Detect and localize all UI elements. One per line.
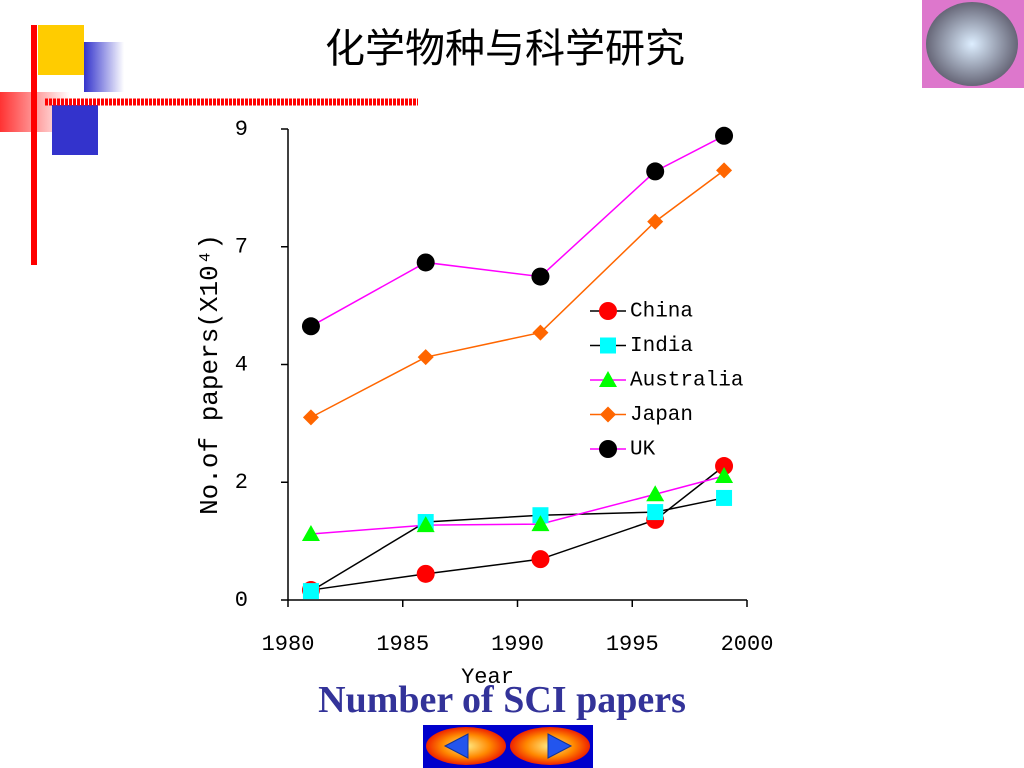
x-tick-label: 2000 (721, 632, 774, 657)
next-button[interactable] (510, 727, 590, 765)
x-tick-label: 1990 (491, 632, 544, 657)
point (301, 525, 320, 542)
legend-marker (600, 406, 616, 423)
point (416, 253, 435, 272)
point (302, 583, 319, 600)
series-line (310, 135, 725, 327)
legend-marker (599, 440, 617, 458)
legend-label: UK (630, 439, 656, 462)
nav (423, 725, 593, 768)
point (531, 550, 550, 569)
point (646, 162, 665, 181)
point (716, 489, 733, 506)
prev-button[interactable] (426, 727, 506, 765)
x-tick-label: 1995 (606, 632, 659, 657)
x-tick-label: 1980 (262, 632, 315, 657)
point (715, 457, 734, 476)
point (647, 213, 664, 230)
legend-marker (600, 337, 616, 354)
point (531, 515, 550, 532)
caption: Number of SCI papers (318, 679, 686, 721)
x-tick-label: 1985 (376, 632, 429, 657)
point (301, 317, 320, 336)
legend-label: India (630, 335, 693, 358)
legend-label: China (630, 301, 693, 324)
point (715, 466, 734, 483)
point (416, 516, 435, 533)
point (531, 267, 550, 286)
point (416, 564, 435, 583)
legend-label: Australia (630, 370, 743, 393)
decoration (0, 0, 1024, 265)
x-axis-label: Year (461, 665, 514, 690)
point (715, 126, 734, 145)
point (417, 349, 434, 366)
y-tick-label: 4 (235, 352, 248, 377)
point (646, 485, 665, 502)
point (716, 162, 733, 179)
legend-marker (599, 302, 617, 320)
y-tick-label: 2 (235, 470, 248, 495)
point (532, 324, 549, 341)
slide-title: 化学物种与科学研究 (325, 26, 685, 72)
series-line (310, 465, 725, 591)
y-tick-label: 0 (235, 588, 248, 613)
point (647, 504, 664, 521)
y-axis-label: No.of papers(X10⁴) (195, 234, 225, 515)
point (302, 409, 319, 426)
y-tick-label: 9 (235, 117, 248, 142)
y-tick-label: 7 (235, 235, 248, 260)
legend-marker (599, 371, 617, 387)
legend-label: Japan (630, 404, 693, 427)
